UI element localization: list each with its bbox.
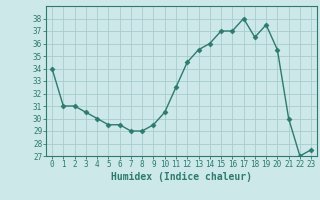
X-axis label: Humidex (Indice chaleur): Humidex (Indice chaleur) <box>111 172 252 182</box>
